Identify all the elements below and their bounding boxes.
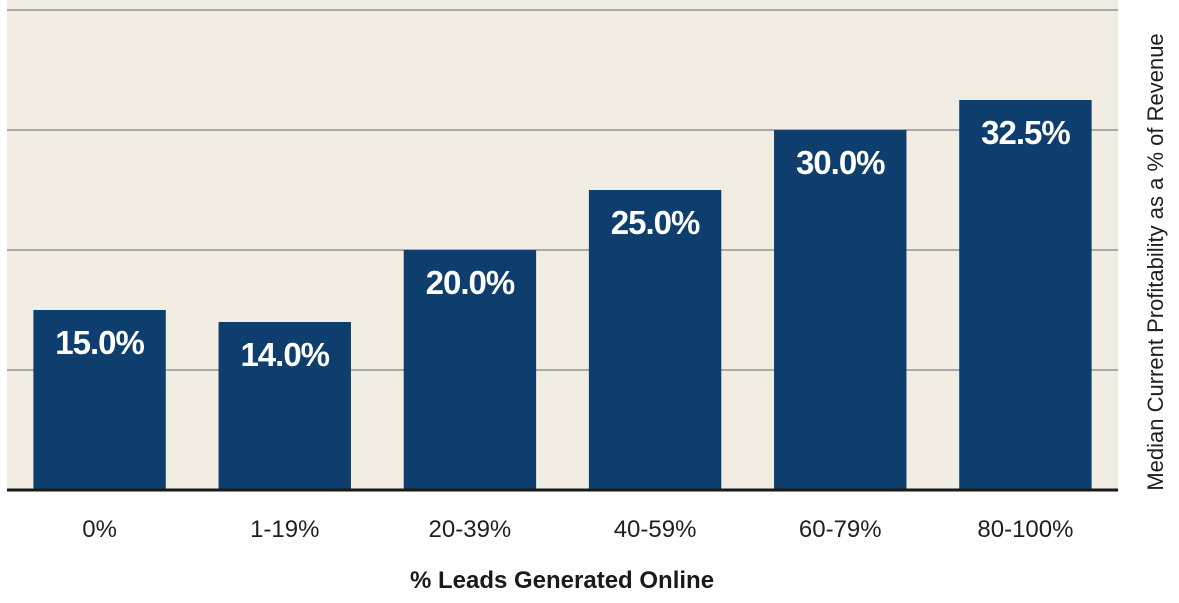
y-axis-label: Median Current Profitability as a % of R… <box>1143 33 1168 490</box>
bars: 15.0% 14.0% 20.0% 25.0% 30.0% 32.5% <box>33 100 1092 490</box>
bar-value-label-5: 32.5% <box>981 114 1070 151</box>
bar-0 <box>33 310 166 490</box>
bar-2 <box>403 250 537 490</box>
x-tick-label-2: 20-39% <box>429 516 512 543</box>
x-tick-label-0: 0% <box>82 516 117 543</box>
x-tick-label-1: 1-19% <box>250 516 319 543</box>
bar-value-label-1: 14.0% <box>240 336 329 373</box>
bar-5 <box>959 100 1092 490</box>
bar-1 <box>218 322 351 490</box>
bar-value-label-4: 30.0% <box>796 144 885 181</box>
bar-value-label-0: 15.0% <box>55 324 144 361</box>
x-tick-label-3: 40-59% <box>614 516 697 543</box>
gridlines <box>7 9 1118 371</box>
x-axis-label: % Leads Generated Online <box>410 567 714 594</box>
bar-3 <box>588 190 722 490</box>
x-tick-label-4: 60-79% <box>799 516 882 543</box>
bar-4 <box>774 130 907 490</box>
x-tick-label-5: 80-100% <box>977 516 1073 543</box>
plot-background <box>7 0 1118 490</box>
bar-value-label-3: 25.0% <box>611 204 700 241</box>
bar-value-label-2: 20.0% <box>426 264 515 301</box>
x-tick-labels: 0% 1-19% 20-39% 40-59% 60-79% 80-100% <box>82 516 1073 543</box>
